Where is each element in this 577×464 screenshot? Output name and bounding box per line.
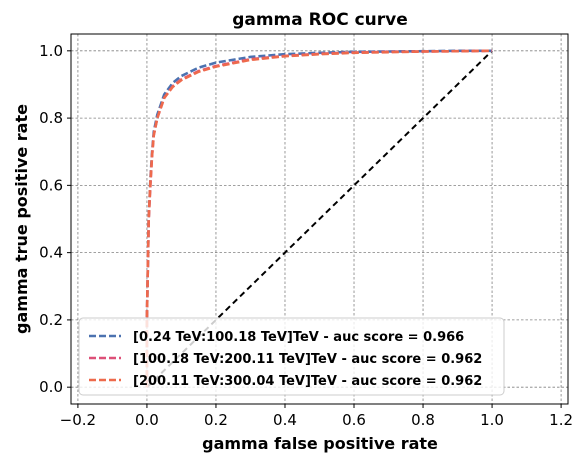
y-tick-label: 0.0 — [39, 378, 63, 396]
y-tick-label: 0.8 — [39, 109, 63, 127]
x-tick-label: 1.0 — [480, 411, 504, 429]
legend-label-1: [0.24 TeV:100.18 TeV]TeV - auc score = 0… — [133, 330, 464, 345]
x-axis-title: gamma false positive rate — [202, 434, 438, 453]
legend: [0.24 TeV:100.18 TeV]TeV - auc score = 0… — [78, 317, 505, 396]
chart-title: gamma ROC curve — [232, 10, 408, 30]
series-lines — [145, 49, 493, 388]
x-ticks: −0.2 0.0 0.2 0.4 0.6 0.8 1.0 1.2 — [60, 404, 573, 429]
y-tick-label: 0.4 — [39, 244, 63, 262]
y-axis-title: gamma true positive rate — [12, 104, 31, 334]
series-line-3 — [145, 49, 493, 388]
x-tick-label: 1.2 — [549, 411, 573, 429]
x-tick-label: −0.2 — [60, 411, 96, 429]
x-tick-label: 0.0 — [135, 411, 159, 429]
x-tick-label: 0.8 — [411, 411, 435, 429]
y-tick-label: 0.6 — [39, 176, 63, 194]
plot-frame — [70, 33, 569, 405]
x-tick-label: 0.2 — [204, 411, 228, 429]
legend-box — [78, 317, 505, 396]
x-tick-label: 0.4 — [273, 411, 297, 429]
legend-label-2: [100.18 TeV:200.11 TeV]TeV - auc score =… — [133, 352, 482, 367]
legend-label-3: [200.11 TeV:300.04 TeV]TeV - auc score =… — [133, 374, 482, 389]
x-tick-label: 0.6 — [342, 411, 366, 429]
y-tick-label: 1.0 — [39, 42, 63, 60]
y-ticks: 0.0 0.2 0.4 0.6 0.8 1.0 — [39, 42, 71, 396]
y-tick-label: 0.2 — [39, 311, 63, 329]
